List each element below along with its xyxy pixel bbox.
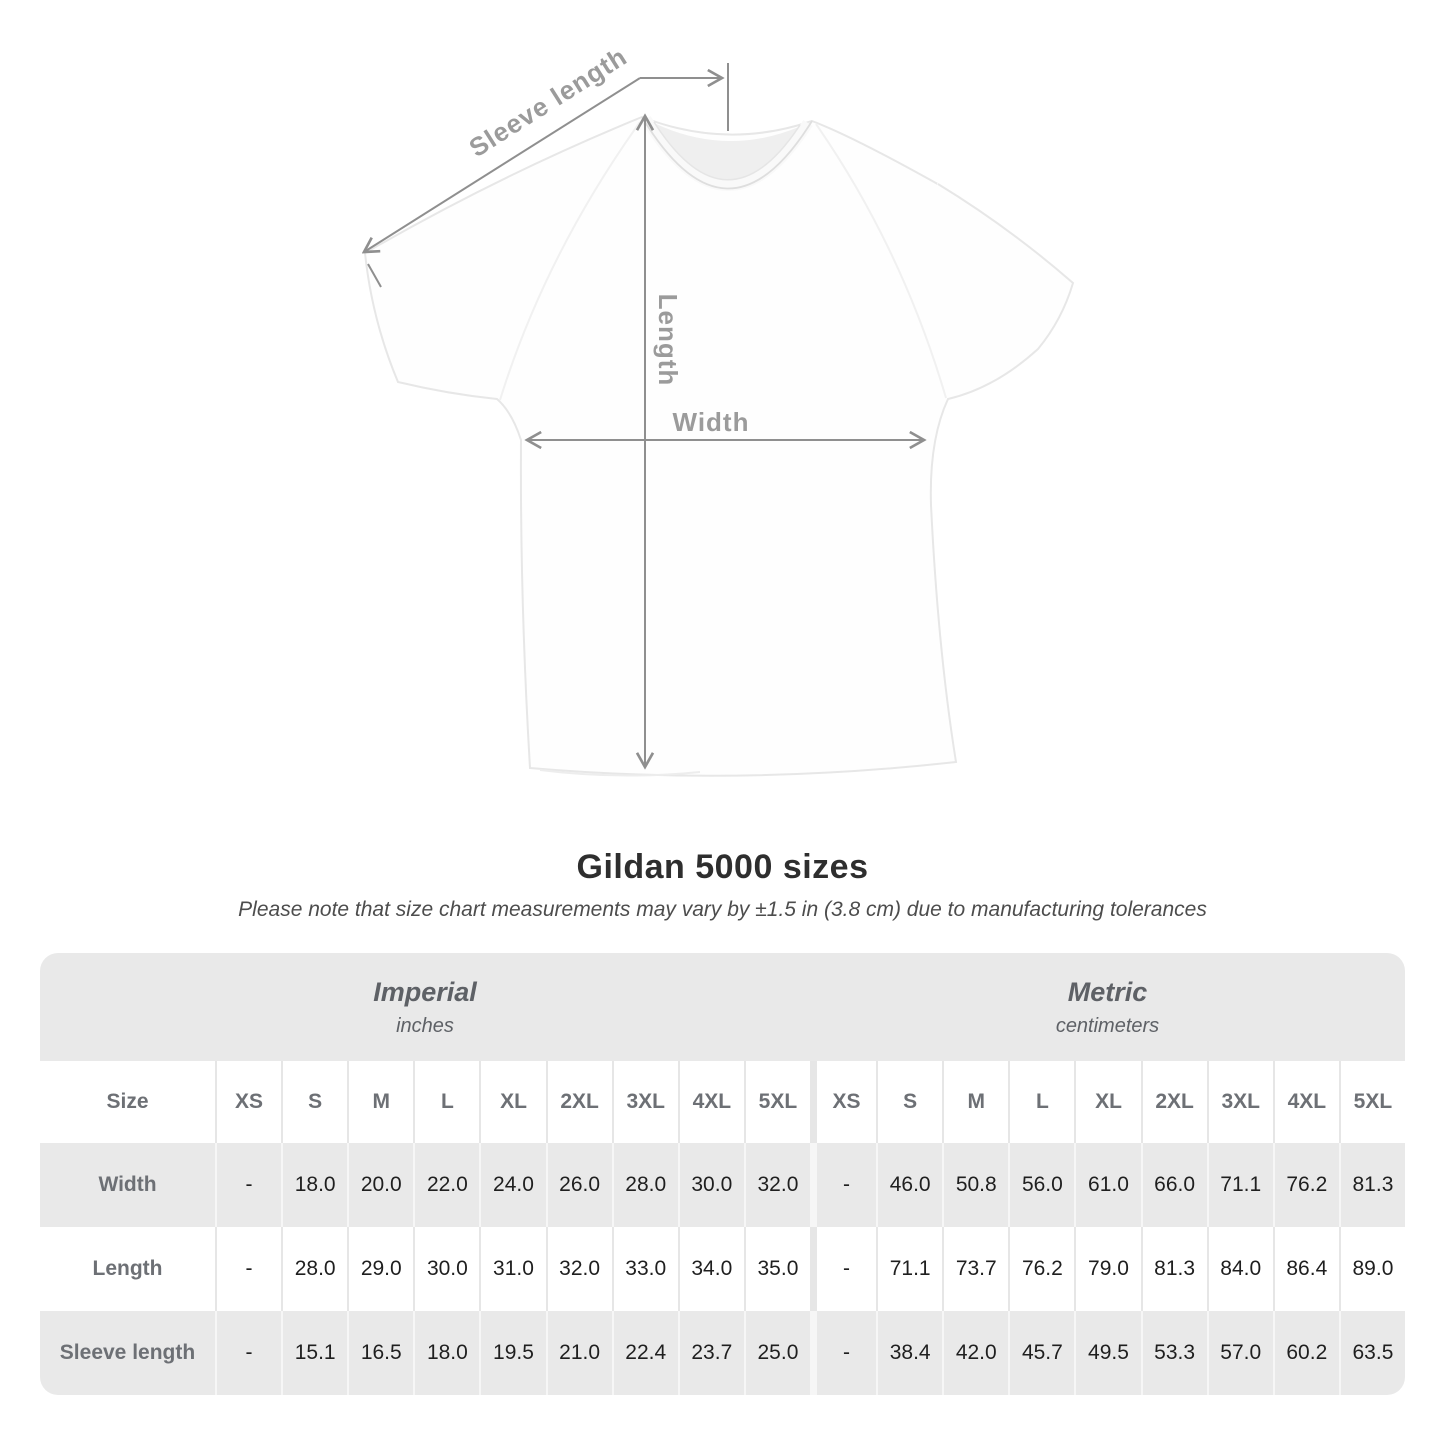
- table-cell: 66.0: [1140, 1143, 1207, 1227]
- table-cell: 71.1: [1206, 1143, 1273, 1227]
- column-header: M: [942, 1061, 1009, 1143]
- column-header: M: [347, 1061, 414, 1143]
- table-cell: -: [810, 1311, 877, 1395]
- table-cell: 30.0: [677, 1143, 744, 1227]
- column-header: 3XL: [611, 1061, 678, 1143]
- column-header: S: [876, 1061, 943, 1143]
- table-cell: 32.0: [743, 1143, 810, 1227]
- tolerance-note: Please note that size chart measurements…: [238, 898, 1207, 921]
- table-cell: 61.0: [1074, 1143, 1141, 1227]
- table-cell: 32.0: [545, 1227, 612, 1311]
- table-cell: 18.0: [413, 1311, 480, 1395]
- table-cell: 35.0: [743, 1227, 810, 1311]
- table-cell: 76.2: [1008, 1227, 1075, 1311]
- table-cell: 33.0: [611, 1227, 678, 1311]
- row-label: Length: [40, 1227, 215, 1311]
- table-cell: -: [215, 1311, 282, 1395]
- table-cell: 45.7: [1008, 1311, 1075, 1395]
- column-header: 5XL: [743, 1061, 810, 1143]
- column-header: L: [413, 1061, 480, 1143]
- row-label: Sleeve length: [40, 1311, 215, 1395]
- table-cell: 30.0: [413, 1227, 480, 1311]
- table-cell: 16.5: [347, 1311, 414, 1395]
- imperial-label: Imperial: [373, 976, 477, 1007]
- table-cell: 63.5: [1338, 1311, 1405, 1395]
- size-chart-table: Imperial inches Metric centimeters Size …: [40, 953, 1405, 1395]
- row-label: Width: [40, 1143, 215, 1227]
- table-cell: 21.0: [545, 1311, 612, 1395]
- table-cell: 49.5: [1074, 1311, 1141, 1395]
- table-cell: -: [215, 1227, 282, 1311]
- table-cell: 19.5: [479, 1311, 546, 1395]
- table-cell: 50.8: [942, 1143, 1009, 1227]
- table-cell: 31.0: [479, 1227, 546, 1311]
- column-header: XS: [215, 1061, 282, 1143]
- table-row-width: Width - 18.0 20.0 22.0 24.0 26.0 28.0 30…: [40, 1143, 1405, 1227]
- table-cell: -: [215, 1143, 282, 1227]
- table-cell: -: [810, 1227, 877, 1311]
- width-label: Width: [673, 407, 750, 437]
- table-cell: 76.2: [1272, 1143, 1339, 1227]
- column-header: 4XL: [677, 1061, 744, 1143]
- table-cell: 25.0: [743, 1311, 810, 1395]
- table-cell: 71.1: [876, 1227, 943, 1311]
- column-header: 4XL: [1272, 1061, 1339, 1143]
- table-cell: 15.1: [281, 1311, 348, 1395]
- column-header: XL: [1074, 1061, 1141, 1143]
- table-row-sleeve-length: Sleeve length - 15.1 16.5 18.0 19.5 21.0…: [40, 1311, 1405, 1395]
- table-cell: 34.0: [677, 1227, 744, 1311]
- table-cell: 29.0: [347, 1227, 414, 1311]
- table-cell: 81.3: [1338, 1143, 1405, 1227]
- column-header-row: Size XS S M L XL 2XL 3XL 4XL 5XL XS S M …: [40, 1061, 1405, 1143]
- column-header: L: [1008, 1061, 1075, 1143]
- column-header: 2XL: [1140, 1061, 1207, 1143]
- table-cell: 89.0: [1338, 1227, 1405, 1311]
- column-header: XS: [810, 1061, 877, 1143]
- table-row-length: Length - 28.0 29.0 30.0 31.0 32.0 33.0 3…: [40, 1227, 1405, 1311]
- imperial-group-header: Imperial inches: [40, 953, 810, 1061]
- table-cell: 24.0: [479, 1143, 546, 1227]
- table-cell: 84.0: [1206, 1227, 1273, 1311]
- size-column-header: Size: [40, 1061, 215, 1143]
- table-cell: 79.0: [1074, 1227, 1141, 1311]
- table-cell: 28.0: [611, 1143, 678, 1227]
- tshirt-illustration: [363, 115, 1075, 777]
- table-cell: 23.7: [677, 1311, 744, 1395]
- metric-unit: centimeters: [1055, 1014, 1160, 1037]
- column-header: XL: [479, 1061, 546, 1143]
- tshirt-measurement-diagram: Sleeve length Length Width: [0, 41, 1075, 777]
- table-cell: 22.4: [611, 1311, 678, 1395]
- table-cell: 18.0: [281, 1143, 348, 1227]
- table-cell: 26.0: [545, 1143, 612, 1227]
- table-cell: 46.0: [876, 1143, 943, 1227]
- column-header: 3XL: [1206, 1061, 1273, 1143]
- table-cell: -: [810, 1143, 877, 1227]
- column-header: 5XL: [1338, 1061, 1405, 1143]
- table-cell: 53.3: [1140, 1311, 1207, 1395]
- unit-group-band: Imperial inches Metric centimeters: [40, 953, 1405, 1061]
- page-title: Gildan 5000 sizes: [576, 848, 869, 886]
- table-cell: 22.0: [413, 1143, 480, 1227]
- column-header: 2XL: [545, 1061, 612, 1143]
- metric-label: Metric: [1067, 976, 1148, 1007]
- length-label: Length: [653, 294, 683, 387]
- table-cell: 42.0: [942, 1311, 1009, 1395]
- table-cell: 56.0: [1008, 1143, 1075, 1227]
- table-cell: 73.7: [942, 1227, 1009, 1311]
- table-cell: 38.4: [876, 1311, 943, 1395]
- metric-group-header: Metric centimeters: [810, 953, 1405, 1061]
- column-header: S: [281, 1061, 348, 1143]
- imperial-unit: inches: [396, 1014, 454, 1037]
- table-cell: 86.4: [1272, 1227, 1339, 1311]
- sleeve-length-arrow: [364, 63, 729, 288]
- table-cell: 60.2: [1272, 1311, 1339, 1395]
- table-cell: 81.3: [1140, 1227, 1207, 1311]
- table-cell: 28.0: [281, 1227, 348, 1311]
- table-cell: 57.0: [1206, 1311, 1273, 1395]
- table-cell: 20.0: [347, 1143, 414, 1227]
